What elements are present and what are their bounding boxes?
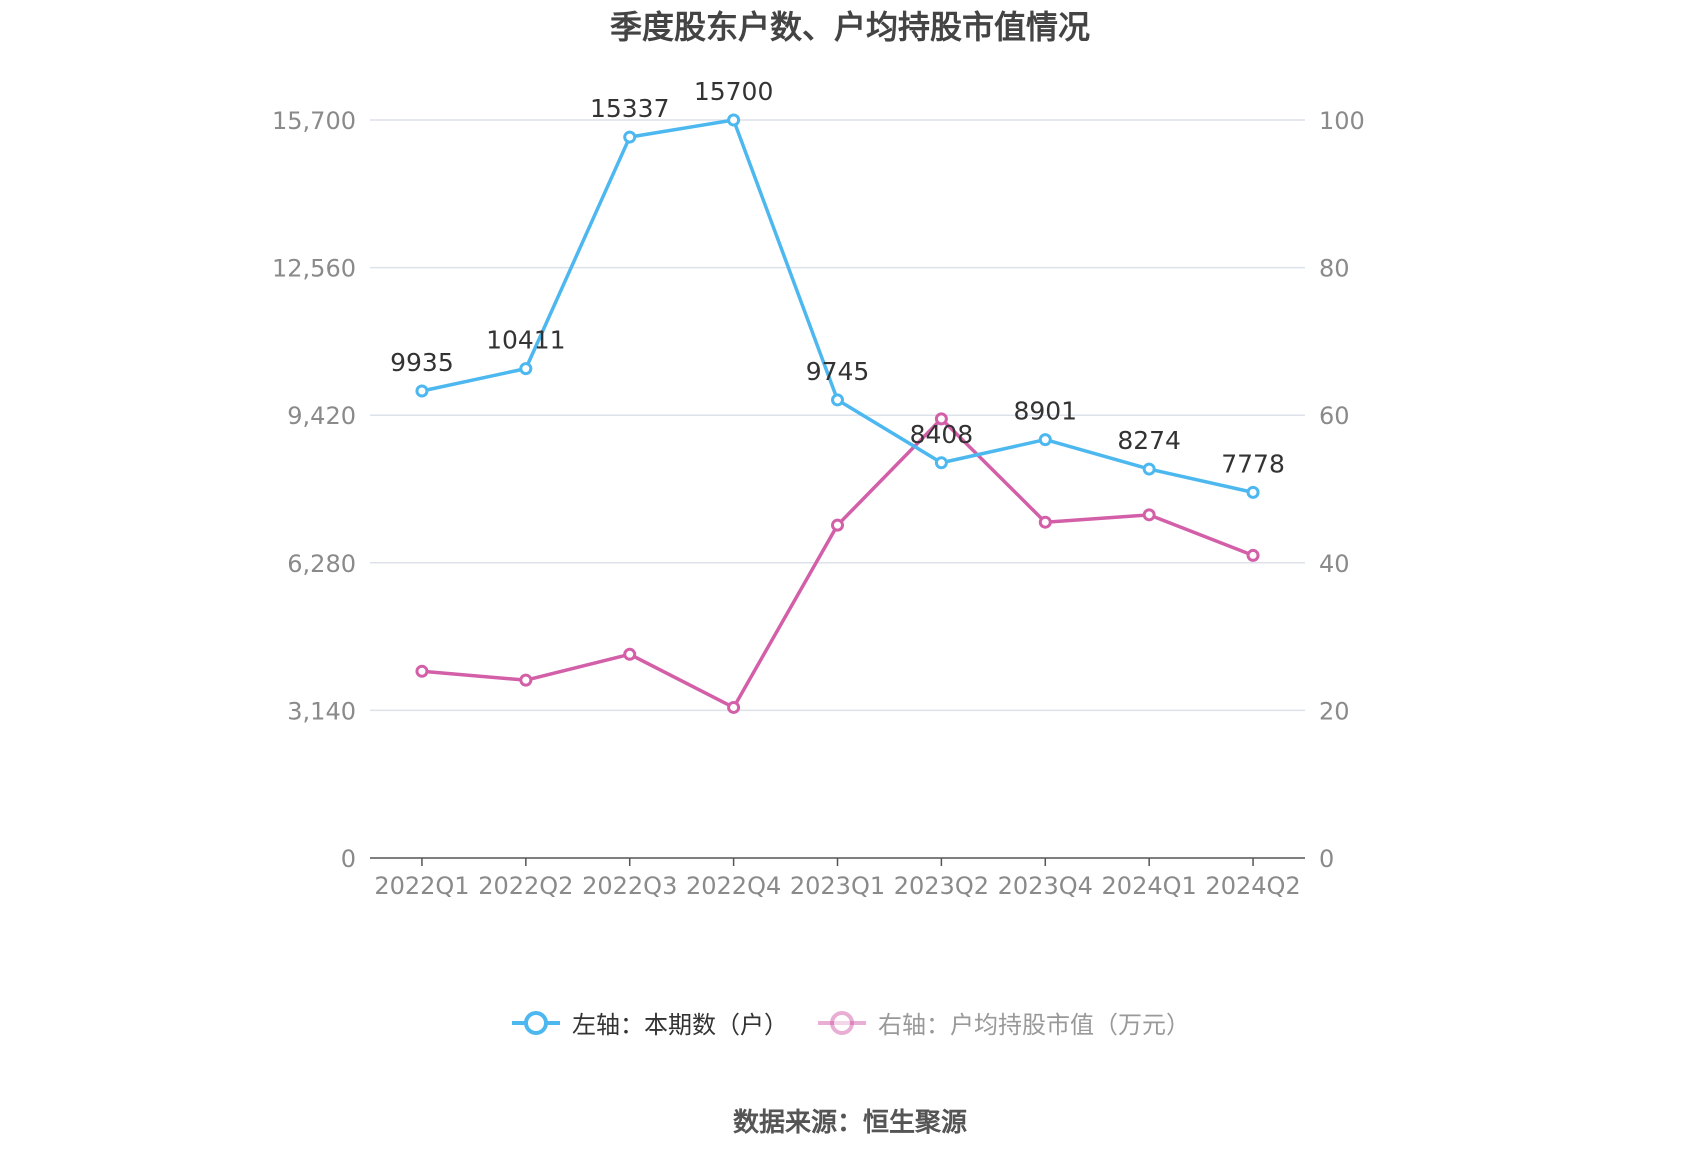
data-label: 9935 xyxy=(390,348,454,377)
legend-label-right-axis: 右轴：户均持股市值（万元） xyxy=(878,1011,1190,1039)
data-source: 数据来源：恒生聚源 xyxy=(732,1108,967,1138)
legend-line-circle-icon xyxy=(818,1010,866,1035)
data-label: 15700 xyxy=(694,77,774,106)
legend-item-right-axis[interactable]: 右轴：户均持股市值（万元） xyxy=(816,1005,1190,1040)
data-point xyxy=(727,700,741,714)
x-tick-label: 2022Q3 xyxy=(582,872,677,900)
data-point xyxy=(727,113,741,127)
y-left-tick-label: 12,560 xyxy=(272,255,356,283)
data-point xyxy=(831,393,844,407)
data-point xyxy=(519,673,533,687)
data-point xyxy=(415,384,429,398)
y-right-tick-label: 60 xyxy=(1319,402,1350,430)
data-point xyxy=(623,647,637,661)
y-left-tick-label: 0 xyxy=(341,845,356,873)
data-label: 10411 xyxy=(486,326,566,355)
data-label: 9745 xyxy=(806,357,870,386)
data-label: 8274 xyxy=(1117,426,1181,455)
y-right-tick-label: 20 xyxy=(1319,697,1350,725)
data-point xyxy=(1246,548,1260,562)
data-point xyxy=(1038,515,1052,529)
data-point xyxy=(934,456,948,470)
y-right-tick-label: 40 xyxy=(1319,550,1350,578)
y-left-tick-label: 6,280 xyxy=(287,550,356,578)
data-point xyxy=(831,518,844,532)
data-point xyxy=(934,412,948,426)
y-left-tick-label: 15,700 xyxy=(272,107,356,135)
x-tick-label: 2022Q2 xyxy=(478,872,573,900)
data-point xyxy=(415,664,429,678)
x-tick-label: 2023Q1 xyxy=(790,872,885,900)
x-tick-label: 2024Q2 xyxy=(1205,872,1300,900)
data-point xyxy=(1142,508,1156,522)
grid-lines xyxy=(370,119,1305,712)
x-tick-label: 2022Q1 xyxy=(374,872,469,900)
x-tick-label: 2023Q4 xyxy=(998,872,1093,900)
x-tick-label: 2022Q4 xyxy=(686,872,781,900)
series-lines xyxy=(415,113,1260,714)
data-point xyxy=(1246,485,1260,499)
data-point xyxy=(519,362,533,376)
legend-label-left-axis: 左轴：本期数（户） xyxy=(572,1011,788,1039)
axes: 0 0 3,140 20 6,280 40 9,420 60 12,560 80 15,700 100… xyxy=(272,107,1365,900)
data-point xyxy=(623,130,637,144)
y-right-tick-label: 0 xyxy=(1319,845,1334,873)
legend: 左轴：本期数（户） 右轴：户均持股市值（万元） xyxy=(0,1005,1700,1040)
data-point xyxy=(1142,462,1156,476)
data-point xyxy=(1038,433,1052,447)
y-right-tick-label: 100 xyxy=(1319,107,1365,135)
x-tick-label: 2024Q1 xyxy=(1102,872,1197,900)
y-left-tick-label: 3,140 xyxy=(287,697,356,725)
chart-title: 季度股东户数、户均持股市值情况 xyxy=(609,8,1090,46)
legend-line-circle-icon xyxy=(512,1010,560,1035)
data-label: 8408 xyxy=(910,420,974,449)
legend-item-left-axis[interactable]: 左轴：本期数（户） xyxy=(510,1005,788,1040)
y-left-tick-label: 9,420 xyxy=(287,402,356,430)
data-label: 15337 xyxy=(590,94,670,123)
y-right-tick-label: 80 xyxy=(1319,255,1350,283)
data-label: 7778 xyxy=(1221,449,1285,478)
data-label: 8901 xyxy=(1013,397,1077,426)
x-tick-label: 2023Q2 xyxy=(894,872,989,900)
data-labels: 9935 10411 15337 15700 9745 8408 8901 8274 7778 xyxy=(390,77,1285,478)
